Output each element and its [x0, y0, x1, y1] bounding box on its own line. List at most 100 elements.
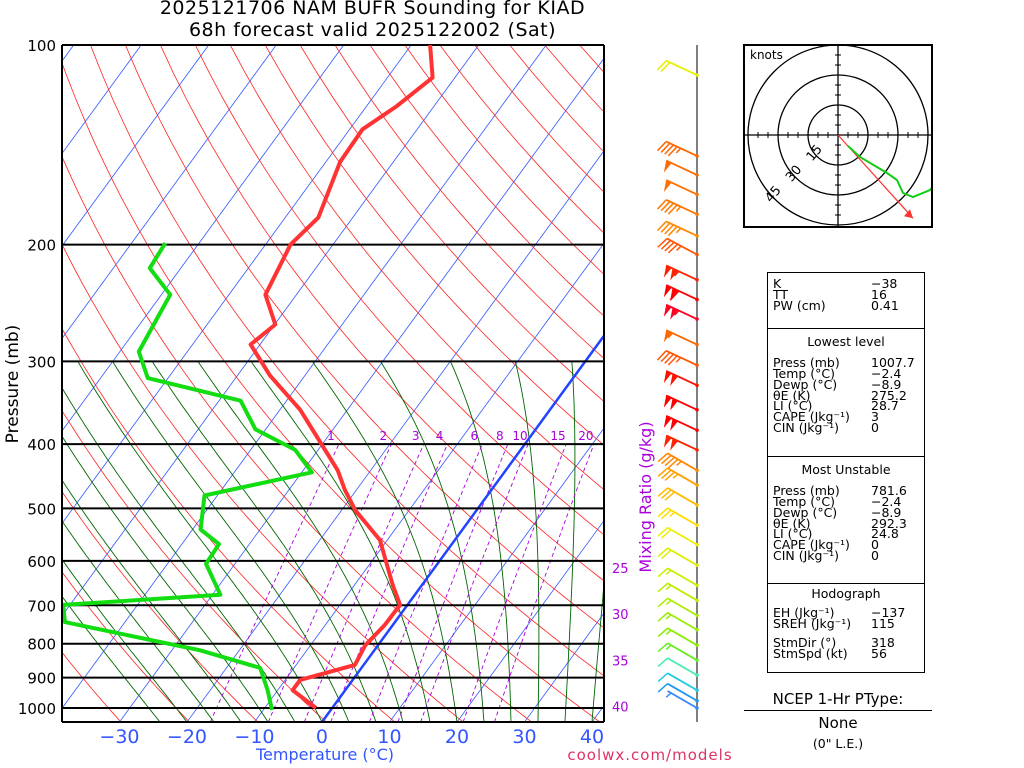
barb-full [661, 549, 672, 560]
mixing-ratio-label: 15 [550, 429, 565, 443]
pressure-lines [62, 44, 604, 723]
barb-station [695, 643, 699, 647]
barb-full [667, 204, 678, 215]
barb-full [667, 355, 678, 366]
barb-full [657, 547, 669, 558]
wind-barb [663, 329, 699, 347]
ptype-snow: (0" L.E.) [812, 736, 864, 751]
stat-label: EH (Jkg⁻¹) [773, 604, 835, 620]
wind-barbs [656, 59, 699, 710]
barb-full [657, 507, 669, 518]
barb-shaft [667, 526, 698, 546]
barb-full [657, 657, 669, 668]
pressure-tick-label: 600 [27, 553, 56, 571]
chart-title: 2025121706 NAM BUFR Sounding for KIAD [159, 0, 586, 19]
mixing-ratio-label: 10 [512, 429, 527, 443]
ptype-value: None [818, 714, 858, 732]
stat-label: θE (K) [773, 387, 811, 403]
stat-value: 275.2 [871, 387, 907, 403]
stat-value: −38 [871, 276, 898, 291]
temp-tick-label: 0 [316, 726, 328, 748]
barb-station [695, 627, 699, 632]
chart-subtitle: 68h forecast valid 2025122002 (Sat) [188, 19, 557, 41]
barb-pennant [670, 268, 678, 281]
stat-value: 318 [871, 634, 895, 650]
barb-station [695, 342, 699, 347]
barb-shaft [665, 284, 698, 301]
barb-full [657, 237, 668, 248]
stat-label: Temp (°C) [773, 493, 836, 509]
wind-barb [657, 487, 699, 507]
temp-tick-label: 10 [377, 726, 401, 748]
barb-shaft [667, 582, 698, 602]
stat-label: PW (cm) [773, 297, 826, 313]
stat-value: 1007.7 [871, 354, 915, 370]
barb-full [661, 489, 672, 499]
y-axis-title: Pressure (mb) [3, 325, 23, 444]
barb-half [673, 270, 680, 277]
stat-label: CAPE (Jkg⁻¹) [773, 537, 850, 553]
stat-label: θE (K) [773, 515, 811, 531]
barb-half [676, 245, 682, 251]
barb-full [667, 243, 679, 254]
barb-half [665, 692, 672, 698]
stat-label: StmDir (°) [773, 634, 837, 650]
barb-shaft [667, 611, 698, 631]
pressure-tick-label: 500 [27, 500, 56, 518]
barb-full [660, 222, 671, 233]
barb-full [657, 612, 669, 622]
x-axis-title: Temperature (°C) [255, 745, 394, 764]
hodograph-units: knots [750, 48, 783, 62]
barb-shaft [667, 690, 698, 709]
barb-pennant [670, 307, 678, 320]
stat-row: LI (°C) 28.7 [768, 398, 924, 414]
wind-barb [663, 179, 699, 197]
isotherm-line [186, 150, 604, 722]
isotherm-line [62, 45, 480, 617]
barb-shaft [667, 547, 698, 566]
stat-value: 0 [871, 537, 879, 553]
dry-adiabat [62, 61, 601, 722]
stat-value: 28.7 [871, 398, 899, 414]
wind-barb [656, 220, 699, 238]
wind-barb [656, 349, 699, 367]
barb-pennant [663, 160, 672, 173]
stat-label: TT [773, 286, 789, 302]
moist-adiabat [62, 595, 161, 722]
stat-row: PW (cm) 0.41 [768, 297, 924, 313]
dry-adiabat [160, 45, 604, 582]
barb-station [695, 234, 699, 238]
barb-full [656, 60, 667, 71]
barb-half [669, 511, 675, 517]
section-heading: Most Unstable [801, 462, 891, 477]
stat-row: Press (mb) 781.6 [768, 484, 924, 497]
stat-value: 0 [871, 420, 879, 436]
lowest-level-section: Lowest level Press (mb) 1007.7 Temp (°C) −2.… [768, 329, 924, 457]
barb-full [656, 350, 667, 361]
most-unstable-section: Most Unstable Press (mb) 781.6 Temp (°C) −2.… [768, 457, 924, 584]
stat-row: Dewp (°C) −8.9 [768, 378, 924, 391]
dry-adiabat [62, 571, 190, 722]
barb-half [673, 310, 680, 316]
stat-label: CIN (Jkg⁻¹) [773, 548, 839, 564]
dry-adiabat [62, 651, 122, 722]
dry-adiabat [229, 45, 604, 491]
section-heading: Hodograph [811, 586, 881, 601]
wind-barb [663, 159, 699, 177]
barb-pennant [670, 398, 678, 411]
barb-station [695, 408, 699, 412]
stat-row: K −38 [768, 276, 924, 291]
barb-pennant [663, 395, 672, 408]
dry-adiabat [264, 45, 604, 446]
wind-barb [657, 682, 699, 703]
temp-tick-label: −10 [234, 726, 274, 748]
isotherm-line [62, 45, 345, 432]
barb-pennant [663, 415, 672, 428]
mixing-ratio-label: 2 [380, 429, 388, 443]
wind-barb [663, 414, 699, 432]
zero-isotherm [320, 333, 604, 722]
moist-adiabat [62, 479, 242, 722]
wind-barb [665, 690, 699, 710]
temp-tick-label: 40 [580, 726, 604, 748]
stat-value: 0.41 [871, 297, 899, 313]
